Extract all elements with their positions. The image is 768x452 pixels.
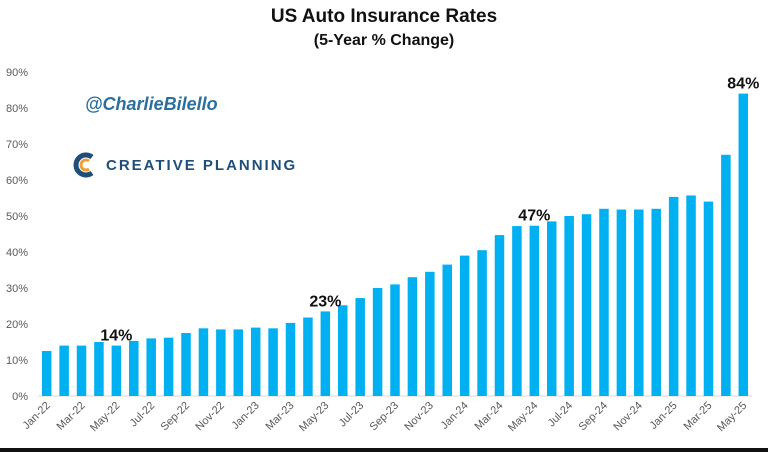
- author-handle: @CharlieBilello: [85, 94, 218, 114]
- bar-sep-22: [181, 333, 191, 396]
- bar-may-23: [320, 311, 331, 396]
- bar-feb-23: [268, 328, 278, 396]
- x-tick-label: May-25: [715, 400, 749, 434]
- x-tick-label: May-22: [88, 400, 122, 434]
- bar-jan-25: [668, 196, 679, 396]
- x-tick-label: Jan-22: [21, 400, 53, 432]
- y-tick-label: 60%: [6, 175, 28, 187]
- chart-title: US Auto Insurance Rates: [270, 6, 498, 27]
- bar-jun-22: [129, 340, 139, 396]
- bar-apr-23: [303, 317, 313, 396]
- y-tick-label: 30%: [6, 283, 28, 295]
- x-tick-label: Sep-22: [159, 400, 193, 434]
- bar-apr-25: [721, 154, 731, 396]
- x-tick-label: Jan-25: [647, 400, 679, 432]
- bar-jan-22: [41, 351, 52, 396]
- y-tick-label: 50%: [6, 211, 28, 223]
- bar-feb-25: [686, 195, 696, 396]
- x-tick-label: May-23: [297, 400, 331, 434]
- y-tick-label: 70%: [6, 139, 28, 151]
- bar-dec-23: [442, 264, 452, 396]
- bar-feb-22: [59, 345, 69, 396]
- bar-jul-23: [355, 298, 365, 396]
- bar-mar-22: [76, 345, 87, 396]
- y-tick-label: 20%: [6, 319, 28, 331]
- chart-subtitle: (5-Year % Change): [313, 32, 455, 49]
- x-tick-label: Jul-23: [337, 400, 367, 430]
- x-tick-label: Jan-24: [439, 400, 471, 432]
- bar-apr-24: [512, 226, 522, 396]
- bar-apr-22: [94, 342, 104, 396]
- x-tick-label: Mar-22: [55, 400, 88, 433]
- bar-jan-23: [250, 327, 261, 396]
- bar-jan-24: [459, 255, 470, 396]
- bar-mar-23: [285, 322, 296, 396]
- x-tick-label: Nov-24: [611, 400, 645, 434]
- bar-nov-23: [425, 271, 435, 396]
- bar-jun-23: [338, 305, 348, 396]
- x-tick-label: Nov-22: [193, 400, 227, 434]
- y-tick-label: 90%: [6, 67, 28, 79]
- x-tick-label: Nov-23: [402, 400, 436, 434]
- y-tick-label: 10%: [6, 355, 28, 367]
- x-tick-label: Sep-24: [577, 400, 611, 434]
- bottom-border: [0, 448, 768, 452]
- data-label: 23%: [309, 293, 341, 310]
- x-tick-label: Sep-23: [368, 400, 402, 434]
- bar-may-24: [529, 225, 540, 396]
- bar-sep-24: [599, 208, 609, 396]
- y-tick-label: 0%: [12, 391, 28, 403]
- y-tick-label: 80%: [6, 103, 28, 115]
- x-tick-label: Mar-25: [681, 400, 714, 433]
- data-label: 47%: [518, 208, 550, 225]
- x-tick-label: Jan-23: [230, 400, 262, 432]
- bar-dec-24: [651, 208, 661, 396]
- bar-aug-22: [163, 337, 174, 396]
- bar-oct-22: [198, 328, 209, 396]
- bar-sep-23: [390, 284, 400, 396]
- bar-nov-22: [216, 329, 226, 396]
- logo-mark-icon: [73, 152, 94, 178]
- x-tick-label: Jul-22: [128, 400, 158, 430]
- y-tick-label: 40%: [6, 247, 28, 259]
- bar-feb-24: [477, 250, 487, 396]
- data-label: 14%: [100, 328, 132, 345]
- x-tick-label: May-24: [506, 400, 540, 434]
- bar-mar-24: [494, 235, 505, 396]
- creative-planning-logo: CREATIVE PLANNING: [72, 152, 297, 178]
- bar-aug-23: [372, 288, 383, 396]
- data-label: 84%: [727, 76, 759, 93]
- bar-aug-24: [581, 214, 592, 396]
- bar-jul-24: [564, 216, 574, 396]
- bar-may-25: [738, 93, 749, 396]
- bar-jun-24: [546, 221, 557, 396]
- bar-dec-22: [233, 329, 244, 396]
- bar-oct-23: [407, 277, 418, 396]
- bar-nov-24: [634, 209, 644, 396]
- x-tick-label: Jul-24: [546, 400, 576, 430]
- x-tick-label: Mar-24: [472, 400, 505, 433]
- x-tick-label: Mar-23: [264, 400, 297, 433]
- bar-jul-22: [146, 338, 156, 396]
- bar-oct-24: [616, 209, 627, 396]
- bar-mar-25: [703, 201, 714, 396]
- logo-text: CREATIVE PLANNING: [106, 156, 298, 174]
- bar-may-22: [111, 345, 122, 396]
